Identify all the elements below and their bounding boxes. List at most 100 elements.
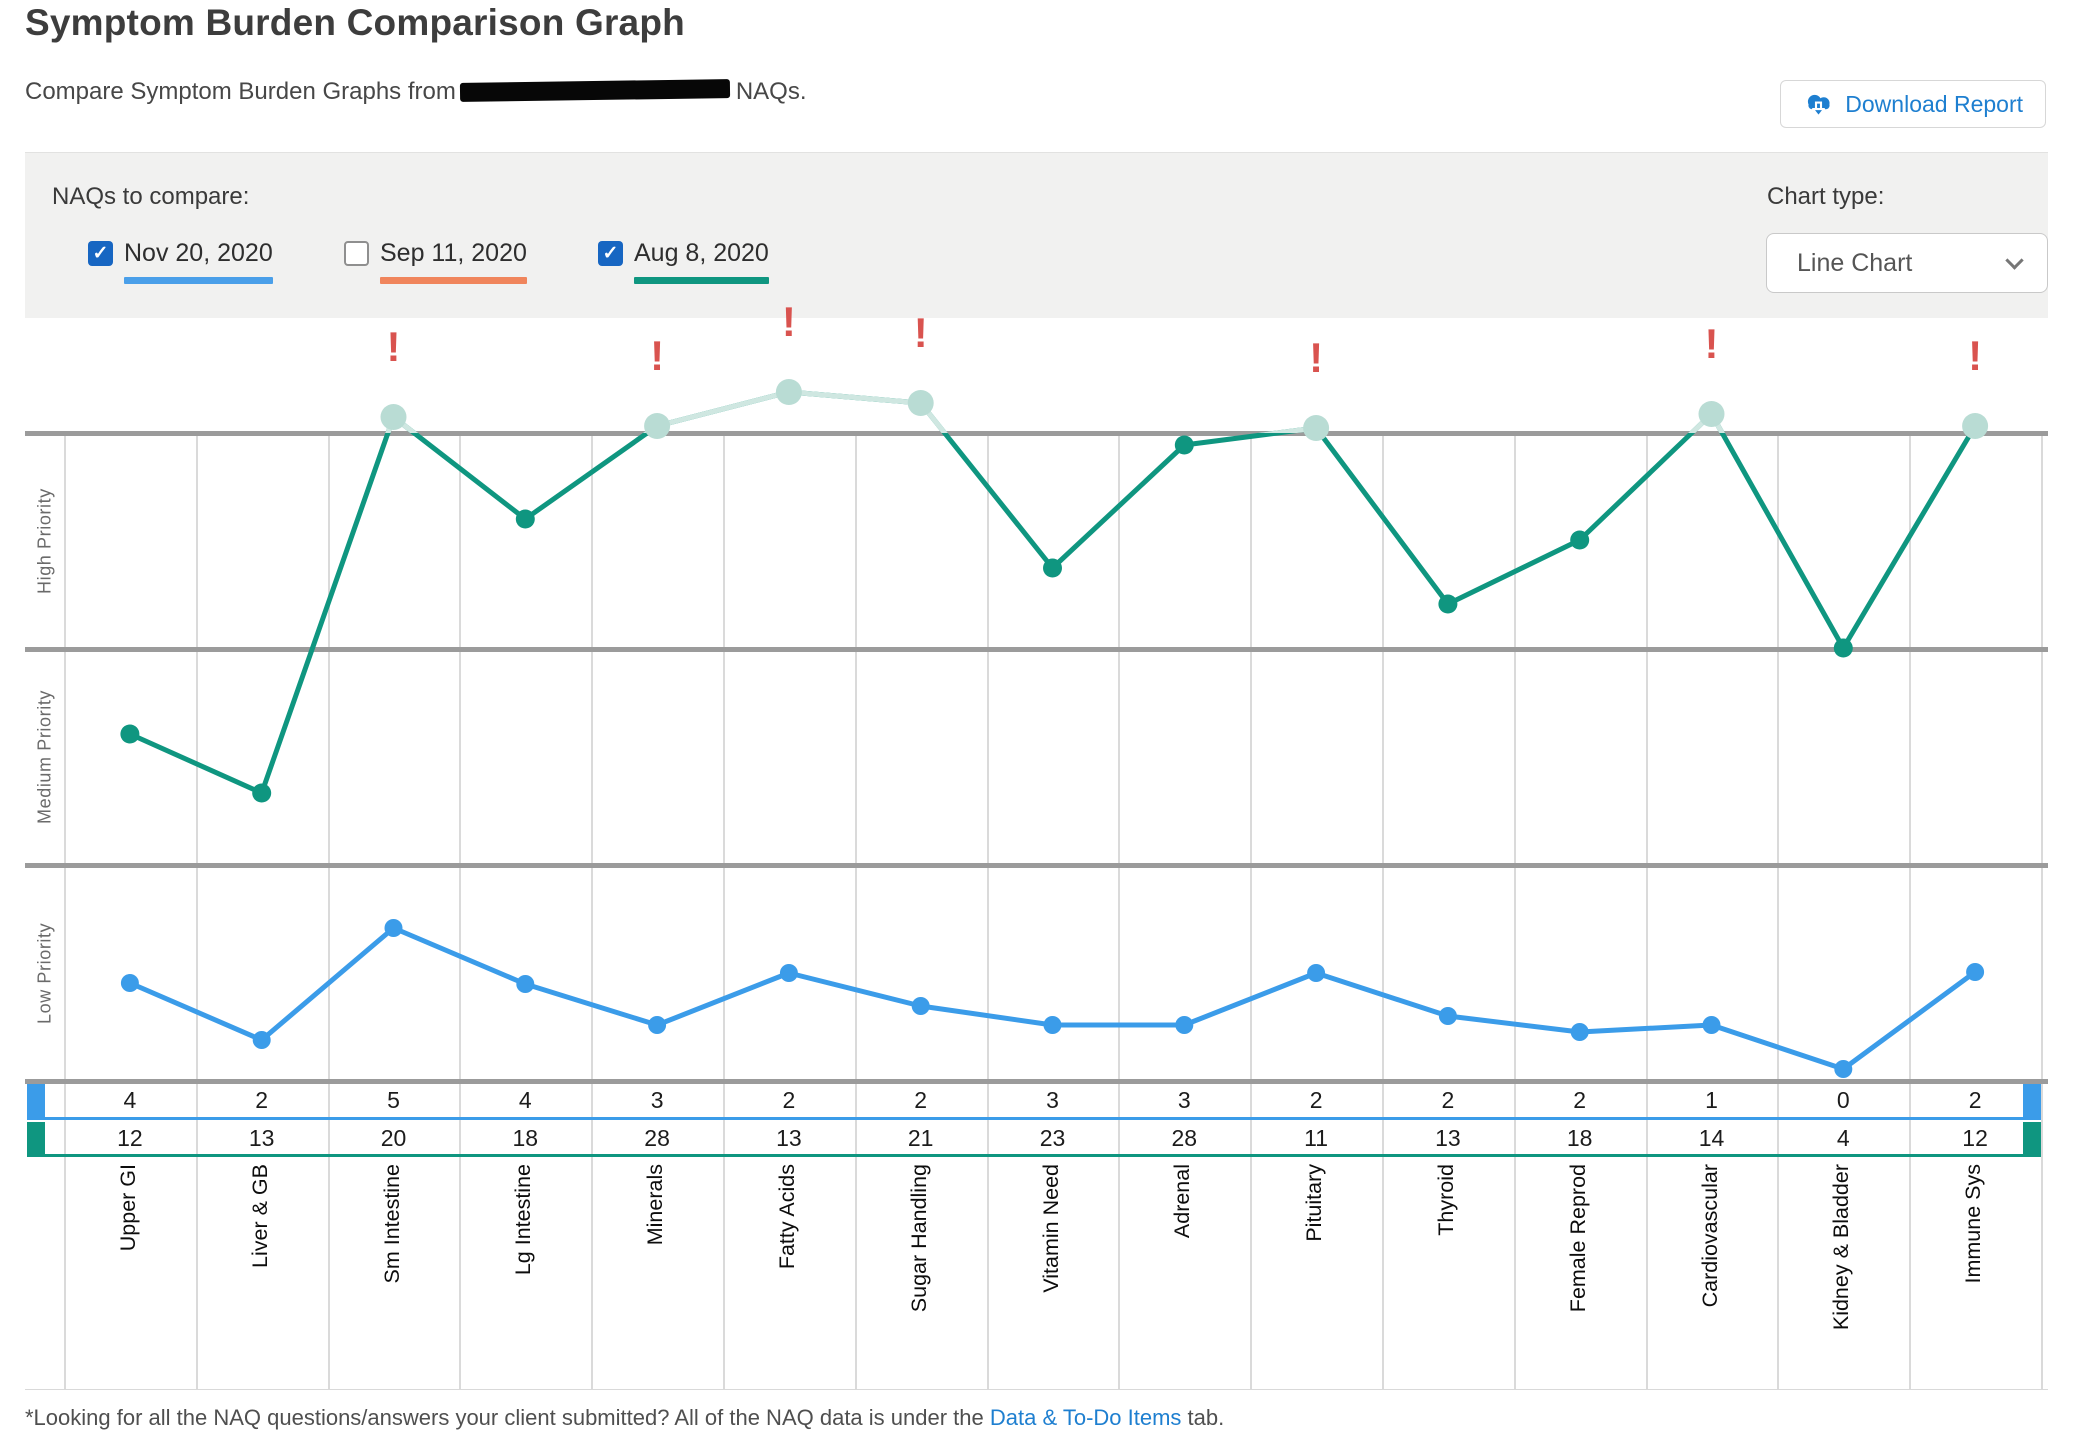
value-cell: 2 — [255, 1087, 269, 1113]
value-row-border — [27, 1116, 2041, 1120]
category-label: Upper GI — [115, 1164, 140, 1252]
grid-vline — [1645, 433, 1648, 1389]
data-point[interactable] — [1438, 594, 1458, 614]
naqs-to-compare-label: NAQs to compare: — [52, 183, 250, 210]
alert-exclamation-icon: ! — [1704, 320, 1719, 367]
grid-vline — [195, 433, 198, 1389]
value-row-border — [27, 1154, 2041, 1157]
grid-vline — [1513, 433, 1516, 1389]
data-point[interactable] — [120, 974, 139, 992]
data-point[interactable] — [1833, 638, 1853, 658]
data-point[interactable] — [775, 379, 802, 405]
grid-vline — [591, 433, 594, 1389]
value-cell: 4 — [518, 1087, 532, 1113]
subtitle-suffix: NAQs. — [735, 78, 807, 105]
data-point[interactable] — [1698, 401, 1725, 427]
value-cell: 4 — [1836, 1124, 1850, 1151]
data-point[interactable] — [515, 509, 535, 529]
data-point[interactable] — [1962, 413, 1989, 439]
data-point[interactable] — [911, 997, 930, 1015]
naq-checkbox[interactable] — [344, 241, 369, 266]
category-label: Female Reprod — [1565, 1164, 1590, 1313]
value-cell: 12 — [1962, 1124, 1988, 1151]
grid-vline — [854, 433, 857, 1389]
category-label: Thyroid — [1433, 1164, 1458, 1236]
chart-area — [25, 318, 2048, 1389]
data-point[interactable] — [1966, 963, 1985, 981]
data-point[interactable] — [1303, 415, 1330, 441]
value-cell: 21 — [907, 1124, 934, 1151]
value-cell: 0 — [1836, 1087, 1850, 1113]
footer-note: *Looking for all the NAQ questions/answe… — [25, 1405, 1224, 1431]
alert-exclamation-icon: ! — [386, 323, 401, 370]
naq-option-sep-11-2020: Sep 11, 2020 — [344, 239, 527, 284]
chart-type-select[interactable]: Line Chart — [1766, 233, 2048, 293]
data-point[interactable] — [648, 1016, 667, 1034]
series-color-tab-right — [2023, 1084, 2041, 1117]
value-cell: 2 — [1968, 1087, 1982, 1113]
data-point[interactable] — [1174, 435, 1194, 455]
footer-note-suffix: tab. — [1181, 1405, 1225, 1430]
category-label: Liver & GB — [247, 1164, 272, 1268]
category-label: Sm Intestine — [379, 1164, 404, 1284]
series-line — [127, 925, 1978, 1072]
data-point[interactable] — [252, 783, 272, 803]
data-todo-items-link[interactable]: Data & To-Do Items — [989, 1405, 1182, 1430]
data-point[interactable] — [1834, 1060, 1853, 1078]
value-cell: 2 — [1309, 1087, 1323, 1113]
naq-date-label: Aug 8, 2020 — [634, 239, 769, 267]
grid-vline — [1909, 433, 1912, 1389]
grid-vline — [1250, 433, 1253, 1389]
data-point[interactable] — [907, 390, 934, 416]
data-point[interactable] — [252, 1031, 271, 1049]
chart-bottom-border — [25, 1389, 2048, 1390]
chart-type-label: Chart type: — [1767, 183, 1885, 210]
data-point[interactable] — [1702, 1016, 1721, 1034]
data-point[interactable] — [644, 413, 671, 439]
data-point[interactable] — [380, 404, 407, 430]
grid-vline — [1777, 433, 1780, 1389]
alert-exclamation-icon: ! — [913, 309, 928, 356]
page-title: Symptom Burden Comparison Graph — [25, 2, 685, 43]
download-report-button[interactable]: Download Report — [1780, 80, 2046, 128]
data-point[interactable] — [1438, 1007, 1457, 1025]
naq-checkbox[interactable] — [598, 241, 623, 266]
priority-band-line — [25, 863, 2048, 868]
data-point[interactable] — [1043, 558, 1062, 578]
grid-vline — [723, 433, 725, 1389]
naq-series-color-underline — [634, 277, 769, 284]
category-label: Vitamin Need — [1038, 1164, 1063, 1293]
naq-option-nov-20-2020: Nov 20, 2020 — [88, 239, 273, 284]
chart-type-selected-value: Line Chart — [1797, 248, 1913, 277]
grid-vline — [459, 433, 462, 1389]
data-point[interactable] — [384, 919, 403, 937]
grid-vline — [327, 433, 330, 1389]
value-cell: 3 — [650, 1087, 664, 1113]
download-report-label: Download Report — [1845, 90, 2023, 117]
page-subtitle: Compare Symptom Burden Graphs from NAQs. — [25, 78, 807, 106]
value-cell: 3 — [1177, 1087, 1191, 1113]
data-point[interactable] — [1043, 1016, 1062, 1034]
priority-band-line — [25, 647, 2048, 652]
data-point[interactable] — [120, 724, 140, 744]
priority-band-line — [25, 1079, 2048, 1084]
data-point[interactable] — [1307, 964, 1326, 982]
series-color-tab-left — [27, 1084, 45, 1117]
value-cell: 12 — [117, 1124, 143, 1151]
data-point[interactable] — [516, 975, 535, 993]
category-label: Cardiovascular — [1697, 1164, 1722, 1308]
grid-vline — [2041, 433, 2043, 1389]
naq-checkbox[interactable] — [88, 241, 113, 266]
data-point[interactable] — [1175, 1016, 1194, 1034]
series-color-tab-left — [27, 1121, 45, 1154]
value-cell: 11 — [1304, 1124, 1329, 1151]
series-color-tab-right — [2023, 1121, 2041, 1154]
data-point[interactable] — [1570, 1023, 1589, 1041]
chevron-down-icon — [2005, 251, 2024, 270]
value-cell: 28 — [1171, 1124, 1198, 1151]
data-point[interactable] — [1570, 530, 1590, 550]
series-line — [385, 389, 1978, 433]
data-point[interactable] — [779, 964, 798, 982]
naq-date-label: Nov 20, 2020 — [124, 239, 273, 267]
